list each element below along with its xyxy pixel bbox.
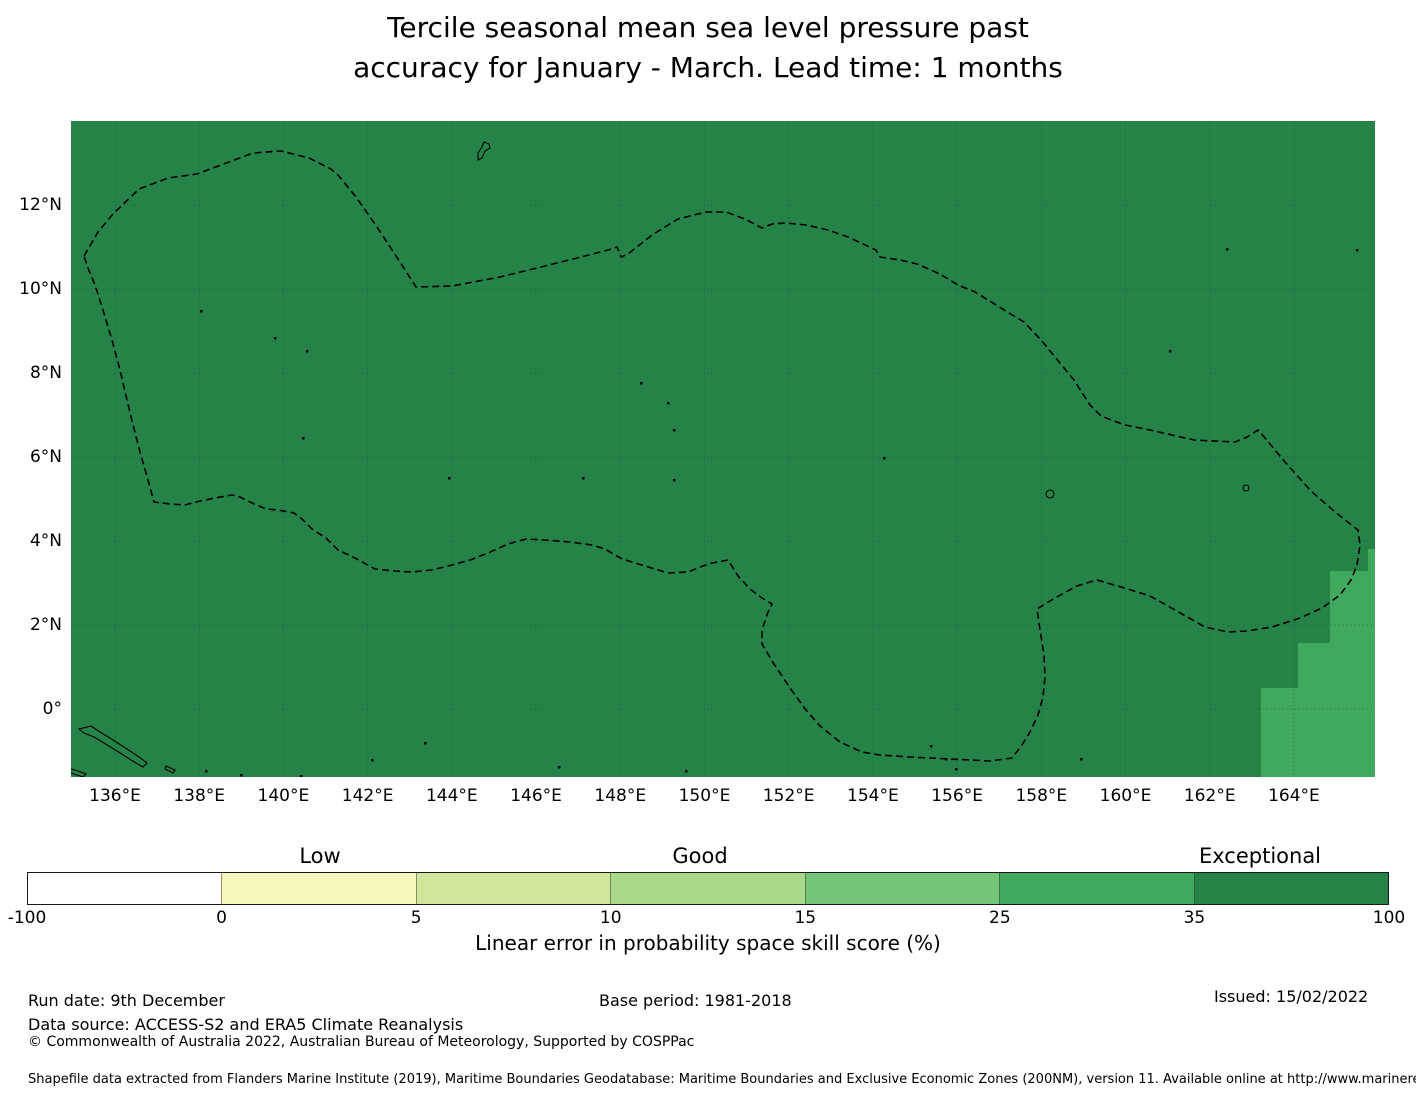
colorbar-tick-label: 35 [1183,908,1206,928]
y-tick-label: 8°N [29,363,62,383]
atoll-dot [200,310,203,313]
x-tick-label: 162°E [1183,786,1236,806]
run-date-text: Run date: 9th December [28,991,225,1010]
atoll-dot [1226,248,1229,251]
x-tick-label: 154°E [847,786,899,806]
atoll-dot [558,766,561,769]
guam-island [477,141,491,161]
atoll-dot [302,437,305,440]
x-tick-label: 140°E [257,786,310,806]
y-tick-label: 0° [42,699,62,719]
colorbar-segment [804,873,1000,904]
atoll-specks [200,248,1359,777]
x-tick-label: 156°E [931,786,983,806]
atoll-dot [240,774,243,777]
title-line-1: Tercile seasonal mean sea level pressure… [387,11,1029,44]
base-period-text: Base period: 1981-2018 [599,991,792,1010]
y-tick-label: 4°N [29,531,62,551]
x-tick-label: 136°E [89,786,141,806]
y-tick-label: 2°N [29,615,62,635]
atoll-dot [300,775,303,777]
x-tick-label: 146°E [510,786,562,806]
copyright-text: © Commonwealth of Australia 2022, Austra… [28,1034,695,1050]
shapefile-attribution-text: Shapefile data extracted from Flanders M… [28,1072,1416,1087]
colorbar-category-label: Low [299,844,341,868]
colorbar-tick-label: 25 [989,908,1011,928]
x-tick-label: 152°E [762,786,815,806]
colorbar-category-label: Exceptional [1198,844,1322,868]
atoll-dot [685,770,688,773]
atoll-dot [640,382,643,385]
y-tick-label: 6°N [29,447,62,467]
page-title: Tercile seasonal mean sea level pressure… [0,8,1416,88]
atoll-dot [883,457,886,460]
atoll-dot [448,477,451,480]
colorbar-segment [1193,873,1388,904]
offshore-islet [164,765,176,774]
atoll-dot [673,479,676,482]
title-line-2: accuracy for January - March. Lead time:… [353,51,1063,84]
colorbar-tick-label: 100 [1372,908,1406,928]
map-base-fill [71,121,1375,777]
eez-boundary-path [83,150,1361,762]
colorbar-segment [415,873,611,904]
colorbar-segment [221,873,416,904]
graticule-gridlines [71,121,1375,777]
atoll-dot [582,477,585,480]
x-tick-label: 144°E [425,786,478,806]
x-tick-label: 142°E [341,786,394,806]
colorbar [27,872,1389,905]
coast-fragment [71,768,87,777]
atoll-dot [205,770,208,773]
colorbar-segment [999,873,1194,904]
atoll-dot [1169,350,1172,353]
y-tick-label: 12°N [19,195,62,215]
atoll-dot [930,745,933,748]
x-tick-label: 150°E [678,786,731,806]
x-tick-label: 164°E [1268,786,1320,806]
island-coastlines [71,141,1250,777]
x-tick-label: 138°E [173,786,226,806]
colorbar-tick-label: 10 [599,908,622,928]
atoll-dot [274,337,277,340]
x-tick-label: 158°E [1015,786,1068,806]
colorbar-tick-label: 5 [410,908,422,928]
secondary-skill-cells [1261,549,1375,777]
colorbar-segment [28,873,222,904]
colorbar-tick-label: -100 [7,908,47,928]
kosrae-island [1242,484,1250,492]
atoll-dot [306,350,309,353]
atoll-dot [955,768,958,771]
colorbar-segment [610,873,805,904]
colorbar-category-label: Good [672,844,728,868]
atoll-dot [673,429,676,432]
skill-cell-25-35 [1261,688,1375,777]
issued-date-text: Issued: 15/02/2022 [1214,987,1369,1006]
skill-cell-25-35 [1368,549,1375,571]
colorbar-tick-label: 0 [216,908,227,928]
atoll-dot [1080,758,1083,761]
x-tick-label: 160°E [1099,786,1152,806]
new-ireland-islands [77,725,148,768]
atoll-dot [371,759,374,762]
pohnpei-island [1045,489,1055,499]
map-canvas [71,121,1375,777]
x-tick-label: 148°E [594,786,647,806]
map-area [71,121,1375,777]
data-source-text: Data source: ACCESS-S2 and ERA5 Climate … [28,1015,464,1034]
skill-cell-25-35 [1330,571,1375,643]
colorbar-tick-label: 15 [794,908,817,928]
atoll-dot [1356,249,1359,252]
colorbar-caption: Linear error in probability space skill … [475,931,941,955]
atoll-dot [667,402,670,405]
y-tick-label: 10°N [19,279,62,299]
atoll-dot [424,742,427,745]
skill-cell-25-35 [1298,643,1375,688]
